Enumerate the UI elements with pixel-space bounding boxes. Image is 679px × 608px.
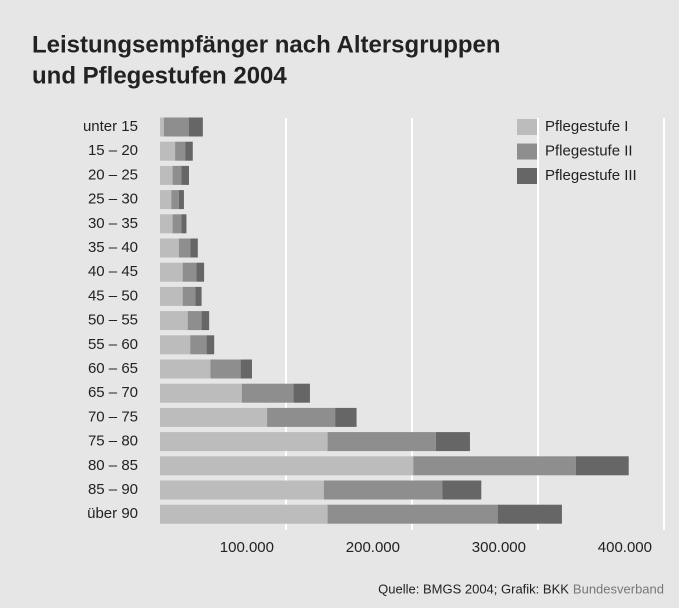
x-tick-label: 200.000 [346,539,400,556]
bar-segment [188,117,203,137]
bar-segment [182,262,197,282]
bar-segment [160,335,191,355]
bar-segment [163,117,189,137]
y-tick-label: 85 – 90 [88,481,138,498]
bar-segment [206,335,215,355]
bar-segment [160,407,268,427]
bar-segment [241,383,294,403]
bar-segment [413,456,576,476]
bar-segment [178,238,191,258]
y-tick-label: 45 – 50 [88,287,138,304]
source: Quelle: BMGS 2004; Grafik: BKK [378,581,569,596]
y-tick-label: 80 – 85 [88,457,138,474]
bar-segment [160,504,328,524]
bar-segment [160,359,211,379]
bar-segment [160,383,242,403]
bar-segment [195,286,202,306]
x-tick-label: 100.000 [220,539,274,556]
legend-swatch [517,143,537,160]
y-tick-label: 35 – 40 [88,239,138,256]
chart-title: und Pflegestufen 2004 [32,62,287,89]
bar-segment [178,190,184,210]
y-tick-label: unter 15 [83,118,138,135]
bar-segment [181,165,189,185]
bar-segment [575,456,629,476]
legend-label: Pflegestufe II [545,142,633,159]
bar-segment [160,432,328,452]
bar-segment [201,311,210,331]
bar-segment [160,311,188,331]
bar-segment [160,480,324,500]
legend-swatch [517,119,537,135]
bar-segment [435,432,470,452]
legend-swatch [517,168,537,184]
bar-segment [323,480,443,500]
bar-segment [335,407,357,427]
bar-segment [160,141,176,161]
bar-segment [171,190,179,210]
bar-segment [172,165,182,185]
x-tick-label: 300.000 [472,539,526,556]
bar-segment [175,141,186,161]
y-tick-label: 15 – 20 [88,142,138,159]
bar-segment [160,117,164,137]
bar-segment [497,504,562,524]
bar-segment [172,214,182,234]
bar-segment [327,504,498,524]
y-tick-label: 20 – 25 [88,166,138,183]
bar-segment [160,456,414,476]
legend-label: Pflegestufe III [545,167,637,184]
bar-segment [240,359,252,379]
legend-label: Pflegestufe I [545,118,628,135]
bar-segment [293,383,310,403]
bar-segment [196,262,205,282]
bar-segment [182,286,196,306]
bar-segment [210,359,241,379]
bar-segment [160,238,179,258]
bar-segment [327,432,436,452]
bar-segment [160,165,173,185]
bar-segment [442,480,482,500]
y-tick-label: 60 – 65 [88,360,138,377]
bar-segment [187,311,202,331]
source-brand: Bundesverband [573,581,664,596]
bar-segment [160,262,183,282]
y-tick-label: 75 – 80 [88,433,138,450]
bar-segment [190,238,198,258]
y-tick-label: 40 – 45 [88,263,138,280]
y-tick-label: 70 – 75 [88,408,138,425]
x-tick-label: 400.000 [598,539,652,556]
bar-segment [185,141,193,161]
bar-segment [181,214,187,234]
y-tick-label: über 90 [87,505,138,522]
y-tick-label: 25 – 30 [88,191,138,208]
y-tick-label: 65 – 70 [88,384,138,401]
y-tick-label: 55 – 60 [88,336,138,353]
bar-segment [160,190,172,210]
y-tick-label: 30 – 35 [88,215,138,232]
y-tick-label: 50 – 55 [88,312,138,329]
bar-segment [160,286,183,306]
bar-segment [190,335,207,355]
bar-segment [160,214,173,234]
bar-segment [267,407,336,427]
chart-title: Leistungsempfänger nach Altersgruppen [32,31,501,58]
